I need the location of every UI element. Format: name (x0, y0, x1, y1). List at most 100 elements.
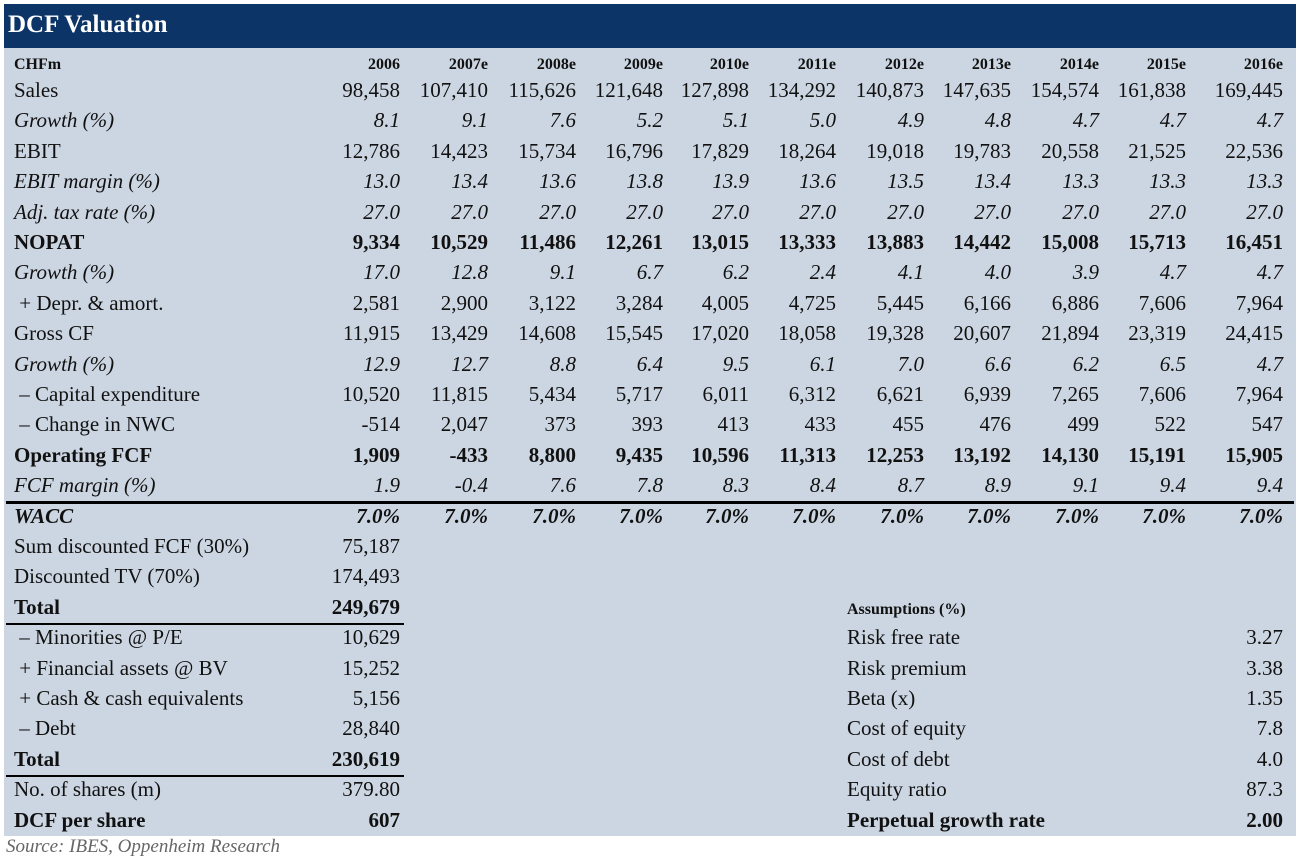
row-value: 8.7 (897, 473, 924, 498)
row-value: 16,796 (605, 138, 663, 163)
row-value: 13,883 (866, 230, 924, 254)
row-value: 5.1 (722, 108, 749, 133)
row-value: 13.4 (974, 169, 1011, 194)
assumption-label: Equity ratio (847, 777, 947, 802)
row-value: 14,130 (1041, 442, 1099, 467)
row-label: Adj. tax rate (%) (14, 199, 156, 224)
row-label: – Capital expenditure (14, 382, 201, 406)
row-value: 7.0% (1055, 503, 1099, 528)
row-label: Gross CF (14, 321, 94, 346)
row-value: 13,192 (953, 442, 1011, 467)
title-bar: DCF Valuation (4, 4, 1296, 48)
row-value: 4.9 (897, 108, 924, 133)
row-label: Operating FCF (14, 442, 153, 467)
row-value: 5.2 (636, 108, 663, 133)
assumption-label: Cost of equity (847, 716, 966, 741)
row-value: 5.0 (809, 108, 836, 133)
row-value: 4.1 (897, 260, 924, 285)
row-value: 2,900 (440, 290, 488, 315)
row-value: 433 (804, 412, 837, 437)
row-value: 7.0% (532, 503, 576, 528)
row-value: 4.7 (1159, 260, 1186, 285)
valuation-label: No. of shares (m) (14, 777, 161, 802)
row-value: 15,191 (1128, 442, 1186, 467)
row-value: 14,423 (430, 138, 488, 163)
row-value: 9.1 (549, 260, 576, 285)
valuation-value: 174,493 (331, 564, 400, 589)
row-value: 7.6 (549, 108, 576, 133)
row-value: 15,734 (518, 138, 576, 163)
row-value: 7,964 (1235, 290, 1283, 315)
valuation-value: 10,629 (342, 625, 400, 650)
page-title: DCF Valuation (8, 11, 168, 38)
row-value: 121,648 (594, 78, 663, 102)
row-value: 12,786 (342, 138, 400, 163)
row-value: 4,005 (701, 290, 749, 315)
assumption-value: 3.27 (1246, 625, 1283, 650)
year-header: 2008e (536, 56, 576, 73)
row-label: Growth (%) (14, 260, 115, 285)
row-value: 9,435 (615, 442, 663, 467)
row-value: 7,265 (1051, 382, 1099, 406)
row-value: 140,873 (855, 78, 924, 102)
row-value: 2.4 (809, 260, 836, 285)
row-value: 107,410 (419, 78, 488, 102)
assumption-label: Risk free rate (847, 625, 961, 650)
row-value: 5,717 (615, 382, 663, 406)
row-label: NOPAT (14, 230, 85, 254)
row-value: 8.8 (549, 351, 576, 376)
row-value: 27.0 (712, 199, 749, 224)
row-value: 13.9 (712, 169, 749, 194)
row-value: 27.0 (626, 199, 663, 224)
row-value: 6.1 (809, 351, 836, 376)
assumption-label: Risk premium (847, 655, 967, 680)
total-rule (6, 623, 404, 626)
row-value: 98,458 (342, 78, 400, 102)
row-value: 27.0 (974, 199, 1011, 224)
valuation-label: DCF per share (14, 807, 146, 832)
row-value: 3.9 (1072, 260, 1099, 285)
row-value: 14,608 (518, 321, 576, 346)
row-value: 9.4 (1159, 473, 1186, 498)
row-value: 8.9 (984, 473, 1011, 498)
row-value: 19,783 (953, 138, 1011, 163)
row-value: 27.0 (887, 199, 924, 224)
row-value: 7.0% (967, 503, 1011, 528)
row-value: 8,800 (528, 442, 576, 467)
row-value: 2,047 (440, 412, 488, 437)
row-value: 6.5 (1159, 351, 1186, 376)
row-value: 9.4 (1256, 473, 1283, 498)
row-value: 15,713 (1128, 230, 1186, 254)
valuation-label: – Debt (14, 716, 76, 741)
assumptions-title: Assumptions (%) (847, 600, 966, 618)
row-value: 147,635 (942, 78, 1011, 102)
valuation-label: Total (14, 594, 60, 619)
row-value: 547 (1251, 412, 1284, 437)
row-value: 6.4 (636, 351, 663, 376)
row-value: 10,596 (691, 442, 749, 467)
row-value: 7.0% (1239, 503, 1283, 528)
valuation-value: 75,187 (342, 534, 400, 558)
row-value: 6,312 (788, 382, 836, 406)
row-value: 1.9 (373, 473, 400, 498)
row-value: 393 (631, 412, 664, 437)
row-value: -433 (449, 442, 489, 467)
assumption-value: 4.0 (1256, 746, 1283, 771)
row-value: 4.7 (1256, 260, 1283, 285)
row-value: 11,815 (431, 382, 488, 406)
row-value: 154,574 (1030, 78, 1099, 102)
row-value: 13.6 (539, 169, 576, 194)
row-value: -0.4 (454, 473, 488, 498)
row-label: – Change in NWC (14, 412, 175, 437)
row-value: 2,581 (352, 290, 400, 315)
row-value: 20,558 (1041, 138, 1099, 163)
row-value: 169,445 (1214, 78, 1283, 102)
row-value: 6.2 (1072, 351, 1099, 376)
row-value: 10,529 (430, 230, 488, 254)
row-value: 499 (1067, 412, 1100, 437)
row-value: 27.0 (539, 199, 576, 224)
row-value: 22,536 (1225, 138, 1283, 163)
row-label: + Depr. & amort. (14, 290, 164, 315)
row-value: 21,894 (1041, 321, 1099, 346)
row-label: Growth (%) (14, 351, 115, 376)
